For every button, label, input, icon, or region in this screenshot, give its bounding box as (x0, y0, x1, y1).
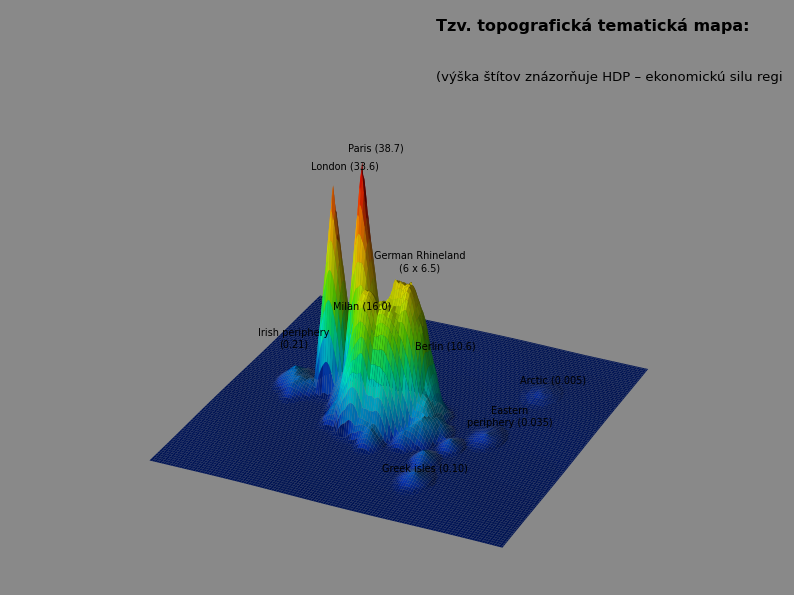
Text: Tzv. topografická tematická mapa:: Tzv. topografická tematická mapa: (436, 18, 750, 34)
Text: (výška štítov znázorňuje HDP – ekonomickú silu regi: (výška štítov znázorňuje HDP – ekonomick… (436, 71, 782, 84)
